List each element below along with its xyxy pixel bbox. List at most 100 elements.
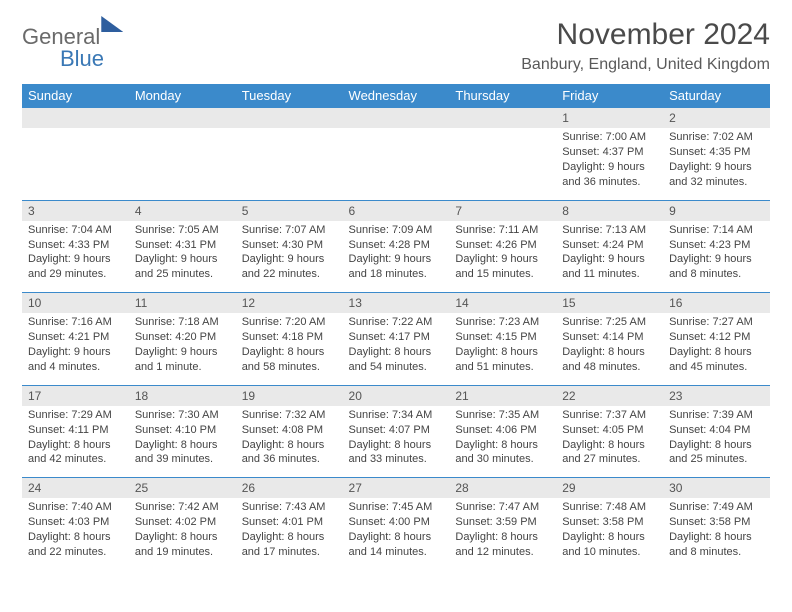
day-info-cell: Sunrise: 7:34 AMSunset: 4:07 PMDaylight:… (343, 406, 450, 478)
day-info-cell: Sunrise: 7:11 AMSunset: 4:26 PMDaylight:… (449, 221, 556, 293)
sunset-text: Sunset: 4:04 PM (669, 423, 764, 438)
sunrise-text: Sunrise: 7:37 AM (562, 408, 657, 423)
day-number-cell (236, 108, 343, 129)
day-info-cell: Sunrise: 7:35 AMSunset: 4:06 PMDaylight:… (449, 406, 556, 478)
daylight-text: Daylight: 9 hours and 36 minutes. (562, 160, 657, 190)
location: Banbury, England, United Kingdom (521, 56, 770, 74)
sunrise-text: Sunrise: 7:27 AM (669, 315, 764, 330)
day-info-cell: Sunrise: 7:42 AMSunset: 4:02 PMDaylight:… (129, 498, 236, 569)
weekday-header: Monday (129, 84, 236, 108)
sunrise-text: Sunrise: 7:11 AM (455, 223, 550, 238)
sunrise-text: Sunrise: 7:47 AM (455, 500, 550, 515)
daylight-text: Daylight: 8 hours and 48 minutes. (562, 345, 657, 375)
sunrise-text: Sunrise: 7:42 AM (135, 500, 230, 515)
sunrise-text: Sunrise: 7:04 AM (28, 223, 123, 238)
day-info-cell: Sunrise: 7:07 AMSunset: 4:30 PMDaylight:… (236, 221, 343, 293)
sunrise-text: Sunrise: 7:23 AM (455, 315, 550, 330)
title-block: November 2024 Banbury, England, United K… (521, 18, 770, 74)
day-info-cell: Sunrise: 7:48 AMSunset: 3:58 PMDaylight:… (556, 498, 663, 569)
daylight-text: Daylight: 8 hours and 19 minutes. (135, 530, 230, 560)
sunset-text: Sunset: 4:05 PM (562, 423, 657, 438)
day-info-cell: Sunrise: 7:22 AMSunset: 4:17 PMDaylight:… (343, 313, 450, 385)
daylight-text: Daylight: 8 hours and 8 minutes. (669, 530, 764, 560)
day-number-cell: 4 (129, 200, 236, 221)
sunset-text: Sunset: 4:03 PM (28, 515, 123, 530)
day-number-cell (129, 108, 236, 129)
day-number-row: 17181920212223 (22, 385, 770, 406)
sunset-text: Sunset: 4:20 PM (135, 330, 230, 345)
day-number-cell: 12 (236, 293, 343, 314)
day-number-cell: 19 (236, 385, 343, 406)
sunrise-text: Sunrise: 7:45 AM (349, 500, 444, 515)
sunrise-text: Sunrise: 7:49 AM (669, 500, 764, 515)
daylight-text: Daylight: 8 hours and 25 minutes. (669, 438, 764, 468)
daylight-text: Daylight: 9 hours and 29 minutes. (28, 252, 123, 282)
sunrise-text: Sunrise: 7:43 AM (242, 500, 337, 515)
sunset-text: Sunset: 4:21 PM (28, 330, 123, 345)
sunrise-text: Sunrise: 7:39 AM (669, 408, 764, 423)
sunrise-text: Sunrise: 7:40 AM (28, 500, 123, 515)
day-info-row: Sunrise: 7:40 AMSunset: 4:03 PMDaylight:… (22, 498, 770, 569)
daylight-text: Daylight: 8 hours and 12 minutes. (455, 530, 550, 560)
sunrise-text: Sunrise: 7:48 AM (562, 500, 657, 515)
sunset-text: Sunset: 4:07 PM (349, 423, 444, 438)
sunrise-text: Sunrise: 7:14 AM (669, 223, 764, 238)
day-info-cell: Sunrise: 7:23 AMSunset: 4:15 PMDaylight:… (449, 313, 556, 385)
sunrise-text: Sunrise: 7:30 AM (135, 408, 230, 423)
day-number-cell: 13 (343, 293, 450, 314)
sunset-text: Sunset: 4:14 PM (562, 330, 657, 345)
logo-word-2: Blue (60, 46, 104, 72)
day-info-cell: Sunrise: 7:14 AMSunset: 4:23 PMDaylight:… (663, 221, 770, 293)
day-info-cell: Sunrise: 7:00 AMSunset: 4:37 PMDaylight:… (556, 128, 663, 200)
sunset-text: Sunset: 4:10 PM (135, 423, 230, 438)
day-info-row: Sunrise: 7:00 AMSunset: 4:37 PMDaylight:… (22, 128, 770, 200)
day-number-cell: 27 (343, 478, 450, 499)
day-info-row: Sunrise: 7:04 AMSunset: 4:33 PMDaylight:… (22, 221, 770, 293)
day-number-cell: 25 (129, 478, 236, 499)
daylight-text: Daylight: 9 hours and 8 minutes. (669, 252, 764, 282)
sunset-text: Sunset: 3:58 PM (562, 515, 657, 530)
day-info-cell: Sunrise: 7:47 AMSunset: 3:59 PMDaylight:… (449, 498, 556, 569)
sunset-text: Sunset: 4:11 PM (28, 423, 123, 438)
day-number-row: 12 (22, 108, 770, 129)
sunrise-text: Sunrise: 7:13 AM (562, 223, 657, 238)
sunrise-text: Sunrise: 7:22 AM (349, 315, 444, 330)
day-info-cell: Sunrise: 7:30 AMSunset: 4:10 PMDaylight:… (129, 406, 236, 478)
day-number-cell: 8 (556, 200, 663, 221)
header: General Blue November 2024 Banbury, Engl… (22, 18, 770, 74)
daylight-text: Daylight: 8 hours and 45 minutes. (669, 345, 764, 375)
day-number-cell (449, 108, 556, 129)
sunrise-text: Sunrise: 7:29 AM (28, 408, 123, 423)
day-info-cell: Sunrise: 7:04 AMSunset: 4:33 PMDaylight:… (22, 221, 129, 293)
day-number-cell: 26 (236, 478, 343, 499)
day-number-cell: 23 (663, 385, 770, 406)
sunrise-text: Sunrise: 7:34 AM (349, 408, 444, 423)
day-info-cell: Sunrise: 7:16 AMSunset: 4:21 PMDaylight:… (22, 313, 129, 385)
day-info-cell (129, 128, 236, 200)
logo-triangle-icon (101, 16, 123, 32)
sunset-text: Sunset: 4:31 PM (135, 238, 230, 253)
day-number-cell: 1 (556, 108, 663, 129)
sunset-text: Sunset: 4:33 PM (28, 238, 123, 253)
sunrise-text: Sunrise: 7:07 AM (242, 223, 337, 238)
daylight-text: Daylight: 8 hours and 36 minutes. (242, 438, 337, 468)
day-number-cell: 22 (556, 385, 663, 406)
day-info-cell: Sunrise: 7:05 AMSunset: 4:31 PMDaylight:… (129, 221, 236, 293)
day-info-cell (22, 128, 129, 200)
daylight-text: Daylight: 8 hours and 17 minutes. (242, 530, 337, 560)
daylight-text: Daylight: 8 hours and 22 minutes. (28, 530, 123, 560)
day-number-row: 3456789 (22, 200, 770, 221)
day-info-cell: Sunrise: 7:45 AMSunset: 4:00 PMDaylight:… (343, 498, 450, 569)
day-number-cell: 5 (236, 200, 343, 221)
day-number-cell: 2 (663, 108, 770, 129)
weekday-header-row: SundayMondayTuesdayWednesdayThursdayFrid… (22, 84, 770, 108)
day-number-row: 24252627282930 (22, 478, 770, 499)
sunrise-text: Sunrise: 7:00 AM (562, 130, 657, 145)
day-number-cell: 21 (449, 385, 556, 406)
day-info-cell: Sunrise: 7:13 AMSunset: 4:24 PMDaylight:… (556, 221, 663, 293)
daylight-text: Daylight: 9 hours and 15 minutes. (455, 252, 550, 282)
daylight-text: Daylight: 9 hours and 1 minute. (135, 345, 230, 375)
daylight-text: Daylight: 8 hours and 54 minutes. (349, 345, 444, 375)
sunset-text: Sunset: 4:08 PM (242, 423, 337, 438)
day-number-cell: 9 (663, 200, 770, 221)
